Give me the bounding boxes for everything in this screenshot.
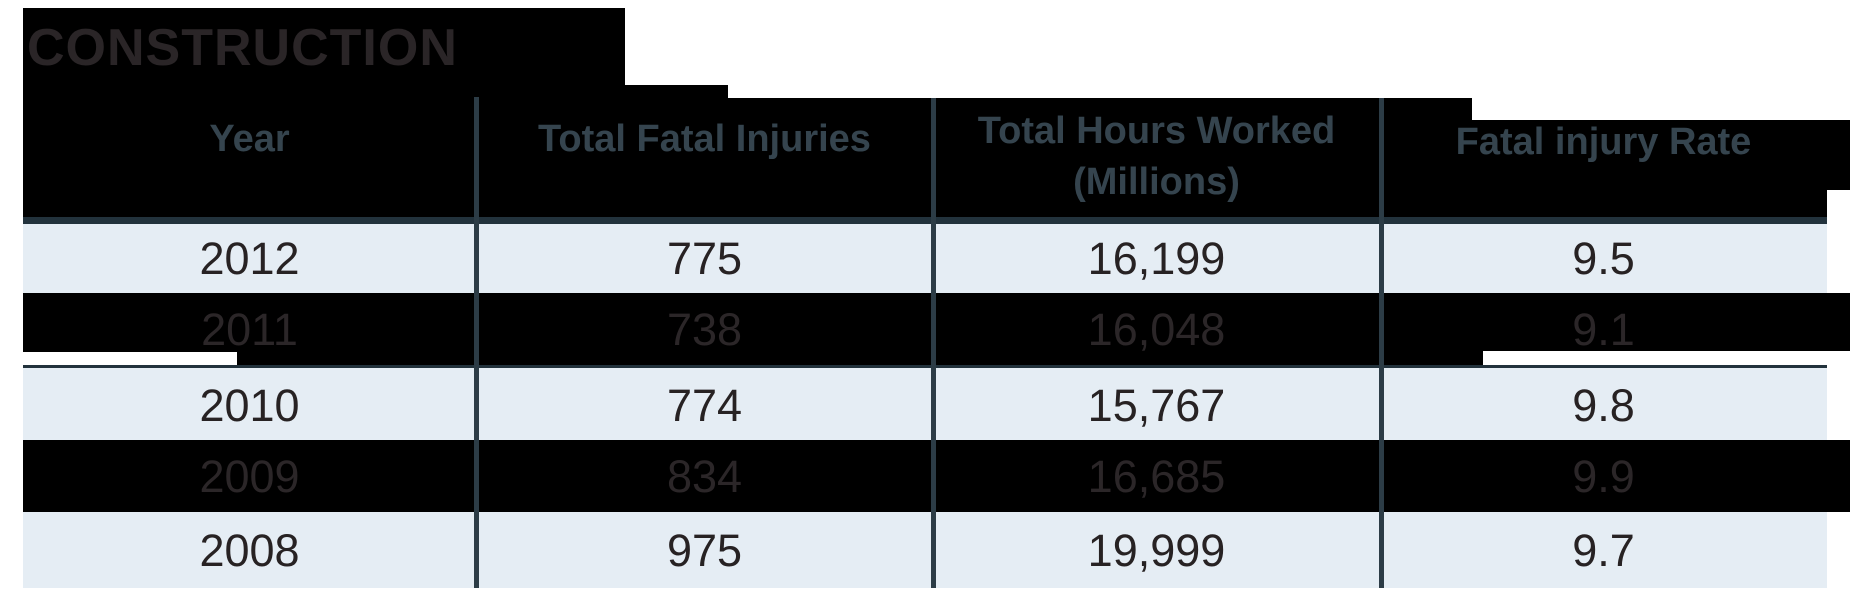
header-underline [23, 217, 1827, 224]
fatal-injuries-cell: 975 [666, 524, 743, 576]
fatal-injury-rate-cell: 9.1 [1572, 303, 1635, 355]
hours-worked-cell: 16,199 [1087, 233, 1226, 284]
fatal-injury-rate-cell: 9.8 [1572, 380, 1635, 431]
header-cell-total-fatal-injuries: Total Fatal Injuries [476, 97, 933, 182]
year-cell: 2009 [199, 450, 300, 502]
white-notch-row-2011-left [23, 352, 237, 365]
header-label: Year [209, 118, 290, 160]
header-label: Total Fatal Injuries [538, 118, 871, 160]
page-title: CONSTRUCTION [27, 18, 458, 77]
hours-worked-cell: 16,048 [1087, 303, 1226, 355]
column-divider-3 [1379, 97, 1384, 588]
hours-worked-cell: 19,999 [1087, 524, 1226, 576]
title-block: CONSTRUCTION [23, 8, 625, 85]
fatal-injuries-cell: 834 [666, 450, 743, 502]
table-row-2009: 2009 834 16,685 9.9 [23, 440, 1850, 512]
fatal-injury-rate-cell: 9.5 [1572, 233, 1635, 284]
year-cell: 2011 [201, 303, 298, 355]
year-cell: 2012 [199, 233, 300, 284]
table-row-2010: 2010 774 15,767 9.8 [23, 365, 1827, 443]
header-label: Fatal injury Rate [1455, 121, 1752, 163]
year-cell: 2010 [199, 380, 300, 431]
white-notch-row-2011-right [1483, 351, 1850, 365]
fatal-injury-rate-cell: 9.7 [1572, 524, 1635, 576]
header-cell-year: Year [23, 97, 476, 182]
white-notch-right-edge [1827, 190, 1850, 224]
year-cell: 2008 [199, 524, 300, 576]
fatal-injuries-cell: 775 [666, 233, 743, 284]
column-divider-1 [474, 97, 479, 588]
fatal-injury-rate-cell: 9.9 [1572, 450, 1635, 502]
header-label-line1: Total Hours Worked [977, 110, 1336, 152]
fatal-injuries-cell: 774 [666, 380, 743, 431]
fatal-injuries-cell: 738 [666, 303, 743, 355]
white-notch-header-top [728, 85, 1472, 98]
header-cell-total-hours-worked: Total Hours Worked (Millions) [933, 97, 1380, 217]
header-cell-fatal-injury-rate: Fatal injury Rate [1380, 100, 1827, 185]
hours-worked-cell: 15,767 [1087, 380, 1226, 431]
header-label-line2: (Millions) [1073, 161, 1240, 203]
hours-worked-cell: 16,685 [1087, 450, 1226, 502]
white-notch-header-top-right [1472, 85, 1850, 120]
column-divider-2 [931, 97, 936, 588]
table-row-2012: 2012 775 16,199 9.5 [23, 224, 1827, 293]
table-row-2008: 2008 975 19,999 9.7 [23, 512, 1827, 588]
